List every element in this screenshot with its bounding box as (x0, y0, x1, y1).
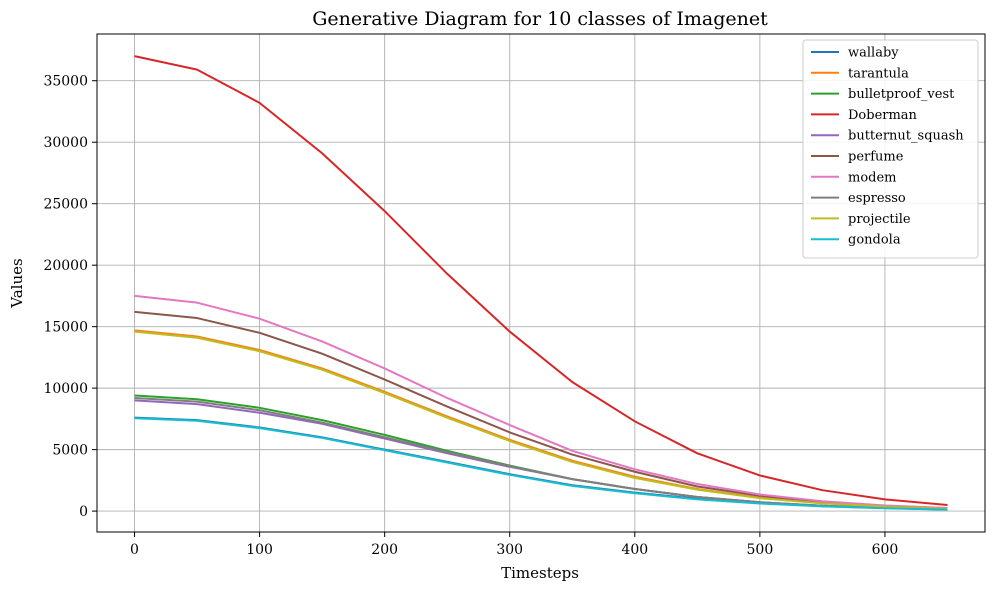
legend-label-bulletproof_vest: bulletproof_vest (848, 87, 955, 102)
x-tick-label: 200 (371, 542, 398, 558)
axis-ticks: 0 100 200 300 400 500 600 0 5000 10000 15000 20000 2… (43, 74, 898, 558)
x-tick-label: 300 (496, 542, 523, 558)
series-lines (134, 55, 948, 511)
legend-label-modem: modem (848, 170, 897, 185)
legend-label-perfume: perfume (848, 150, 904, 165)
y-tick-label: 30000 (43, 135, 88, 151)
x-tick-label: 500 (747, 542, 774, 558)
y-tick-label: 25000 (43, 197, 88, 213)
x-tick-label: 400 (621, 542, 648, 558)
y-tick-label: 20000 (43, 258, 88, 274)
series-line-wallaby (134, 416, 948, 511)
y-tick-label: 0 (79, 504, 88, 520)
series-line-projectile (134, 330, 948, 510)
series-line-gondola (134, 417, 948, 511)
x-tick-label: 600 (872, 542, 899, 558)
legend-label-Doberman: Doberman (848, 108, 918, 123)
legend-label-gondola: gondola (848, 233, 901, 248)
legend-label-wallaby: wallaby (848, 46, 899, 61)
y-axis-label: Values (8, 258, 26, 308)
series-line-espresso (134, 396, 948, 511)
legend-box (802, 39, 979, 259)
series-line-Doberman (134, 55, 948, 506)
chart-title: Generative Diagram for 10 classes of Ima… (312, 8, 768, 30)
series-line-butternut_squash (134, 399, 948, 511)
y-tick-label: 15000 (43, 320, 88, 336)
legend-label-projectile: projectile (848, 212, 911, 227)
legend-label-butternut_squash: butternut_squash (848, 129, 964, 144)
legend-label-espresso: espresso (848, 191, 906, 206)
y-tick-label: 5000 (52, 443, 88, 459)
series-line-modem (134, 294, 948, 510)
x-axis-label: Timesteps (501, 564, 579, 582)
y-tick-label: 10000 (43, 381, 88, 397)
plot-frame (96, 33, 986, 533)
legend-label-tarantula: tarantula (848, 66, 909, 81)
x-tick-label: 100 (246, 542, 273, 558)
x-tick-label: 0 (130, 542, 139, 558)
legend: wallaby tarantula bulletproof_vest Doberman… (802, 39, 979, 259)
y-tick-label: 35000 (43, 74, 88, 90)
